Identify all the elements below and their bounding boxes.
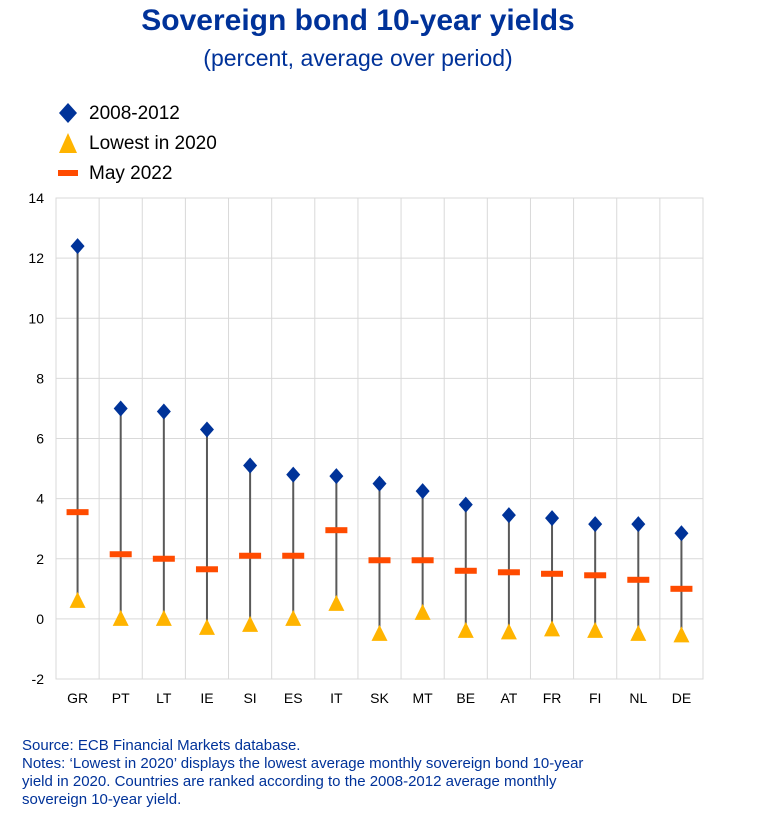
dash-marker-icon — [58, 170, 78, 176]
may-2022-marker-sk — [368, 557, 391, 564]
marker-2008-2012-de — [674, 525, 689, 542]
notes-line: yield in 2020. Countries are ranked acco… — [22, 773, 557, 790]
marker-lowest-2020-mt — [414, 603, 431, 620]
may-2022-marker-pt — [109, 551, 132, 558]
marker-2008-2012-fr — [545, 510, 560, 527]
x-category-label: GR — [67, 690, 88, 706]
x-category-label: NL — [629, 690, 647, 706]
may-2022-marker-at — [497, 569, 520, 576]
legend-label: 2008-2012 — [89, 103, 180, 124]
x-category-label: LT — [156, 690, 172, 706]
y-tick-label: 12 — [28, 250, 44, 266]
notes-line: Notes: ‘Lowest in 2020’ displays the low… — [22, 755, 584, 772]
y-tick-label: 0 — [36, 611, 44, 627]
x-category-label: BE — [456, 690, 475, 706]
may-2022-marker-lt — [152, 555, 175, 562]
marker-lowest-2020-sk — [371, 624, 388, 641]
may-2022-marker-es — [282, 552, 305, 559]
may-2022-marker-si — [239, 552, 262, 559]
chart-plot: 14 12 10 8 6 4 2 0 -2 GR PT LT IE SI ES IT SK MT BE AT FR FI N… — [28, 190, 704, 706]
marker-lowest-2020-gr — [69, 591, 86, 608]
marker-2008-2012-at — [501, 507, 516, 524]
marker-lowest-2020-ie — [198, 618, 215, 635]
y-tick-label: 2 — [36, 551, 44, 567]
y-tick-label: 4 — [36, 491, 44, 507]
marker-lowest-2020-es — [285, 609, 302, 626]
marker-2008-2012-si — [243, 457, 258, 474]
may-2022-marker-fr — [541, 570, 564, 577]
may-2022-marker-de — [670, 585, 693, 592]
marker-2008-2012-fi — [588, 516, 603, 533]
x-category-label: IT — [330, 690, 343, 706]
marker-lowest-2020-pt — [112, 609, 129, 626]
x-category-label: FI — [589, 690, 601, 706]
may-2022-marker-gr — [66, 509, 89, 516]
y-tick-label: 14 — [28, 190, 44, 206]
x-category-label: ES — [284, 690, 303, 706]
legend-label: Lowest in 2020 — [89, 133, 217, 154]
chart-footer: Source: ECB Financial Markets database. … — [22, 737, 742, 809]
x-category-label: FR — [543, 690, 562, 706]
source-note: Source: ECB Financial Markets database. — [22, 737, 301, 754]
notes-line: sovereign 10-year yield. — [22, 791, 182, 808]
triangle-marker-icon — [59, 133, 77, 153]
legend-label: May 2022 — [89, 163, 173, 184]
marker-lowest-2020-lt — [155, 609, 172, 626]
x-category-label: SI — [243, 690, 256, 706]
x-category-label: PT — [112, 690, 130, 706]
x-category-label: IE — [200, 690, 213, 706]
chart-subtitle: (percent, average over period) — [203, 45, 513, 71]
y-tick-label: 8 — [36, 370, 44, 386]
may-2022-marker-nl — [627, 576, 650, 583]
marker-lowest-2020-nl — [630, 624, 647, 641]
marker-lowest-2020-at — [500, 623, 517, 640]
x-category-label: MT — [413, 690, 434, 706]
marker-2008-2012-mt — [415, 483, 430, 500]
y-tick-label: 6 — [36, 431, 44, 447]
marker-lowest-2020-de — [673, 626, 690, 643]
marker-lowest-2020-fi — [587, 621, 604, 638]
y-tick-label: -2 — [32, 671, 45, 687]
marker-2008-2012-es — [286, 466, 301, 483]
chart-title: Sovereign bond 10-year yields — [141, 4, 575, 37]
marker-2008-2012-gr — [70, 238, 85, 255]
marker-2008-2012-pt — [113, 400, 128, 417]
x-category-label: SK — [370, 690, 389, 706]
may-2022-marker-fi — [584, 572, 607, 579]
marker-2008-2012-nl — [631, 516, 646, 533]
marker-2008-2012-it — [329, 468, 344, 485]
may-2022-marker-it — [325, 527, 348, 534]
marker-2008-2012-sk — [372, 475, 387, 492]
marker-2008-2012-ie — [199, 421, 214, 438]
marker-2008-2012-be — [458, 496, 473, 513]
marker-lowest-2020-it — [328, 594, 345, 611]
x-category-label: AT — [500, 690, 517, 706]
diamond-marker-icon — [59, 103, 77, 123]
y-tick-label: 10 — [28, 310, 44, 326]
marker-lowest-2020-si — [242, 615, 259, 632]
marker-lowest-2020-be — [457, 621, 474, 638]
may-2022-marker-mt — [411, 557, 434, 564]
marker-2008-2012-lt — [156, 403, 171, 420]
may-2022-marker-be — [454, 567, 477, 574]
x-category-label: DE — [672, 690, 691, 706]
may-2022-marker-ie — [195, 566, 218, 573]
marker-lowest-2020-fr — [544, 620, 561, 637]
